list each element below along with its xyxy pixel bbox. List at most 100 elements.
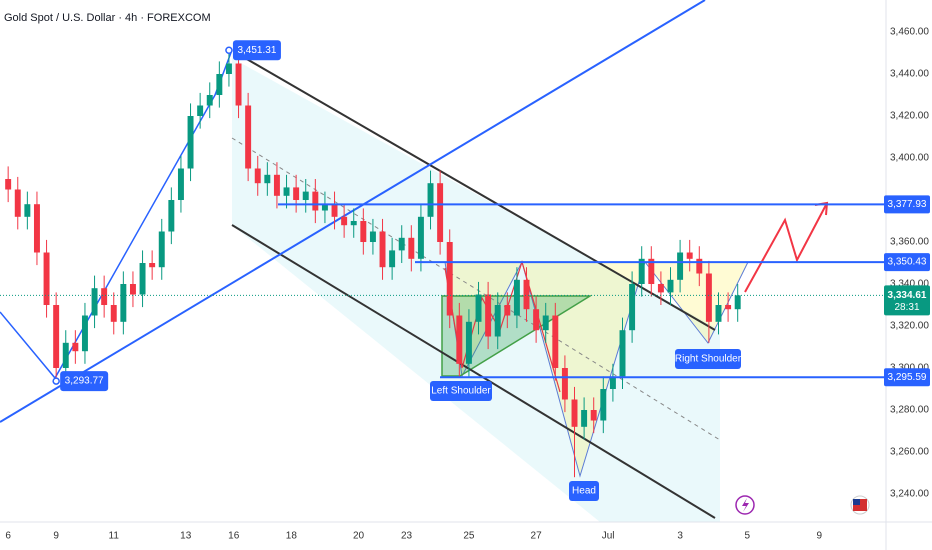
x-tick-label: 16 (228, 531, 240, 542)
candle-body (475, 294, 482, 322)
candle-body (552, 315, 559, 369)
candle-body (350, 221, 357, 226)
candle-body (542, 315, 549, 331)
y-tick-label: 3,300.00 (890, 363, 929, 374)
x-tick-label: Jul (602, 531, 615, 542)
candle-body (312, 191, 319, 211)
candle-body (581, 410, 588, 427)
candle-body (91, 288, 98, 316)
annotation: Head (572, 486, 596, 497)
trend-line (0, 0, 706, 423)
candle-body (398, 237, 405, 251)
candle-body (561, 368, 568, 400)
x-tick-label: 23 (401, 531, 413, 542)
candle-body (369, 231, 376, 243)
candle-body (696, 258, 703, 274)
candle-body (504, 305, 511, 316)
level-label: 3,377.93 (888, 199, 927, 210)
x-tick-label: 9 (817, 531, 823, 542)
candle-body (686, 252, 693, 259)
x-tick-label: 20 (353, 531, 365, 542)
flag-canton (853, 499, 860, 505)
candle-body (629, 284, 636, 331)
y-tick-label: 3,360.00 (890, 237, 929, 248)
candle-body (600, 389, 607, 421)
candle-body (657, 284, 664, 293)
candle-body (321, 204, 328, 211)
level-label-box (884, 253, 930, 272)
candle-body (485, 294, 492, 337)
candle-body (254, 168, 261, 184)
x-tick-label: 5 (745, 531, 751, 542)
y-tick-label: 3,440.00 (890, 69, 929, 80)
candle-body (513, 279, 520, 316)
candle-body (149, 263, 156, 268)
candle-body (129, 284, 136, 295)
x-tick-label: 3 (677, 531, 683, 542)
candle-body (677, 252, 684, 280)
candle-body (101, 288, 108, 306)
chart-title: Gold Spot / U.S. Dollar · 4h · FOREXCOM (4, 12, 211, 24)
candle-body (465, 321, 472, 364)
candle-body (456, 315, 463, 364)
candle-body (523, 279, 530, 310)
candle-body (533, 309, 540, 331)
candle-body (53, 305, 60, 369)
countdown-label: 28:31 (894, 302, 919, 313)
x-tick-label: 18 (286, 531, 298, 542)
candle-body (302, 191, 309, 201)
y-tick-label: 3,340.00 (890, 279, 929, 290)
y-tick-label: 3,420.00 (890, 111, 929, 122)
current-price-label: 3,334.61 (888, 290, 927, 301)
candle-body (168, 200, 175, 232)
candle-body (408, 237, 415, 259)
candle-body (216, 74, 223, 96)
y-tick-label: 3,320.00 (890, 321, 929, 332)
y-tick-label: 3,400.00 (890, 153, 929, 164)
x-tick-label: 27 (531, 531, 543, 542)
projection-path (744, 202, 828, 293)
candle-body (590, 410, 597, 421)
x-tick-label: 9 (53, 531, 59, 542)
candle-body (187, 116, 194, 169)
candle-body (43, 252, 50, 306)
candle-body (619, 330, 626, 377)
candle-body (235, 63, 242, 106)
level-label: 3,295.59 (888, 372, 927, 383)
price-point (52, 377, 60, 385)
lightning-icon (742, 498, 749, 512)
candle-body (648, 258, 655, 285)
candle-body (705, 273, 712, 322)
price-label-box (232, 40, 281, 61)
channel-fill (232, 58, 720, 522)
x-tick-label: 11 (109, 531, 120, 542)
candle-body (571, 399, 578, 427)
candle-body (225, 63, 232, 75)
current-price-box (884, 285, 930, 316)
candles (0, 50, 886, 478)
candle-body (715, 305, 722, 322)
annotation-box (430, 381, 492, 401)
candle-body (446, 242, 453, 316)
candle-body (24, 204, 31, 217)
annotation-box (569, 481, 599, 501)
candle-body (341, 216, 348, 226)
candle-body (81, 315, 88, 352)
candle-body (283, 187, 290, 196)
level-label-box (884, 368, 930, 387)
candle-body (331, 204, 338, 217)
candle-body (14, 189, 21, 217)
annotation: Right Shoulder (675, 354, 742, 365)
swing-line (0, 49, 233, 380)
level-label-box (884, 195, 930, 214)
candle-body (417, 216, 424, 259)
candle-body (293, 187, 300, 201)
candle-body (264, 174, 271, 184)
y-tick-label: 3,280.00 (890, 405, 929, 416)
candle-body (206, 95, 213, 106)
price-label: 3,293.77 (65, 376, 104, 387)
x-tick-label: 13 (180, 531, 192, 542)
